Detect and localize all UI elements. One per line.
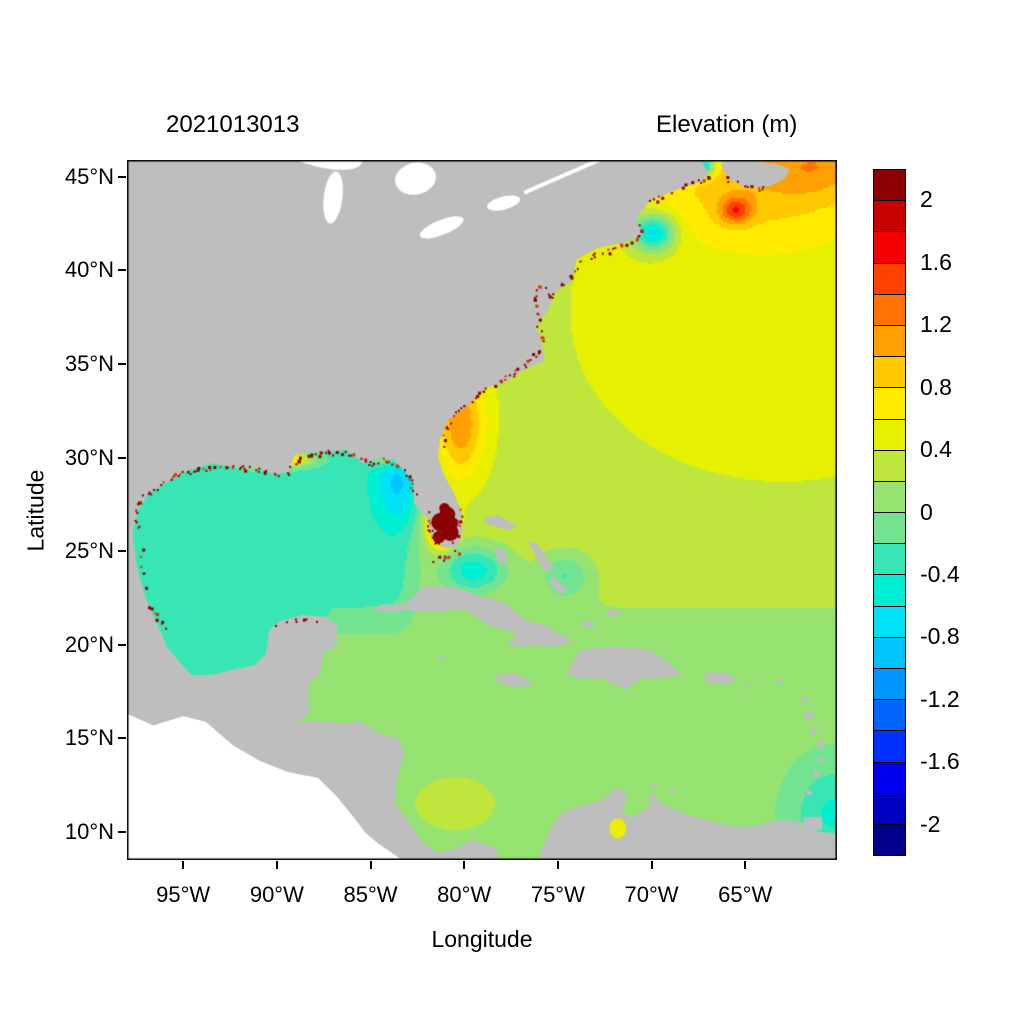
y-tick-label: 15°N — [64, 725, 114, 751]
colorbar-segment — [874, 762, 905, 794]
colorbar-segment — [874, 700, 905, 732]
x-tick-label: 75°W — [530, 882, 585, 907]
colorbar-segment — [874, 824, 905, 856]
colorbar-segment — [874, 263, 905, 295]
colorbar-segment — [874, 170, 905, 202]
y-axis-label: Latitude — [22, 469, 49, 552]
colorbar-title: Elevation (m) — [656, 111, 798, 138]
colorbar-tick-label: -1.2 — [920, 685, 960, 712]
x-tick-label: 65°W — [718, 882, 773, 907]
y-tick-label: 30°N — [64, 444, 114, 470]
y-tick-label: 40°N — [64, 257, 114, 283]
colorbar-segment — [874, 731, 905, 763]
colorbar-segment — [874, 669, 905, 701]
colorbar-segment — [874, 201, 905, 233]
x-tick — [369, 861, 372, 869]
colorbar-segment — [874, 606, 905, 638]
colorbar-tick-label: 0 — [920, 498, 933, 525]
colorbar — [873, 169, 906, 856]
y-tick — [118, 175, 126, 178]
colorbar-tick-label: 0.8 — [920, 373, 952, 400]
colorbar-segment — [874, 450, 905, 482]
colorbar-tick-label: 0.4 — [920, 436, 952, 463]
colorbar-tick-label: -1.6 — [920, 748, 960, 775]
y-tick-label: 35°N — [64, 351, 114, 376]
x-tick-label: 70°W — [624, 882, 679, 907]
colorbar-segment — [874, 637, 905, 669]
colorbar-segment — [874, 232, 905, 264]
colorbar-segment — [874, 388, 905, 420]
colorbar-tick-label: 1.2 — [920, 311, 952, 338]
x-tick-label: 95°W — [156, 882, 211, 907]
colorbar-segment — [874, 481, 905, 514]
y-tick — [118, 550, 126, 553]
y-tick — [118, 363, 126, 365]
colorbar-segment — [874, 544, 905, 576]
timestamp-title: 2021013013 — [166, 111, 300, 138]
x-axis-label: Longitude — [431, 926, 533, 952]
x-tick — [556, 861, 559, 869]
colorbar-tick-label: 2 — [920, 186, 933, 213]
colorbar-segment — [874, 294, 905, 326]
colorbar-segment — [874, 793, 905, 825]
y-tick — [118, 456, 126, 459]
map-canvas — [127, 160, 837, 860]
colorbar-segment — [874, 419, 905, 451]
colorbar-segment — [874, 575, 905, 607]
y-tick-label: 10°N — [64, 818, 114, 844]
y-tick-label: 20°N — [64, 631, 114, 657]
x-tick-label: 85°W — [343, 882, 398, 907]
y-tick-label: 25°N — [64, 538, 114, 564]
colorbar-segment — [874, 325, 905, 358]
x-tick — [650, 861, 653, 869]
x-tick-label: 80°W — [437, 882, 492, 907]
x-tick — [463, 861, 466, 869]
colorbar-tick-label: 1.6 — [920, 248, 952, 275]
colorbar-tick-label: -0.4 — [920, 560, 960, 587]
x-tick — [182, 861, 185, 869]
colorbar-segment — [874, 513, 905, 545]
y-tick — [118, 643, 126, 646]
x-tick-label: 90°W — [249, 882, 304, 907]
x-tick — [275, 861, 278, 869]
x-tick — [744, 861, 747, 869]
y-tick — [118, 269, 126, 272]
colorbar-segment — [874, 357, 905, 389]
y-tick-label: 45°N — [64, 163, 114, 189]
colorbar-tick-label: -2 — [920, 810, 941, 837]
y-tick — [118, 830, 126, 833]
y-tick — [118, 737, 126, 740]
colorbar-tick-label: -0.8 — [920, 623, 960, 650]
